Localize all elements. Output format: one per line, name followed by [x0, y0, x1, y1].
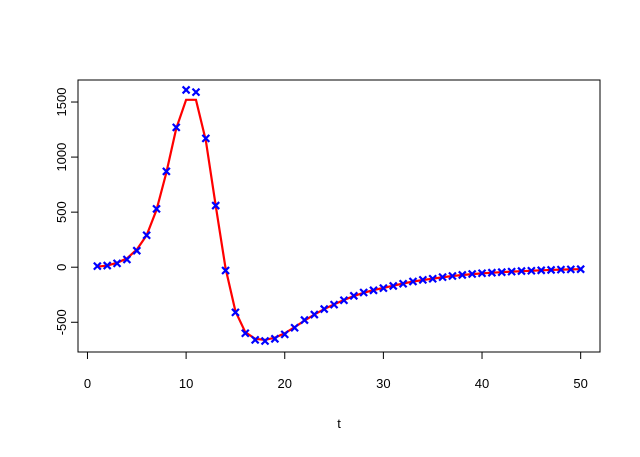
- point: [162, 167, 171, 176]
- point: [438, 272, 447, 282]
- point: [359, 288, 368, 297]
- point: [132, 246, 142, 255]
- point: [517, 266, 526, 276]
- point: [507, 267, 516, 276]
- point: [191, 87, 201, 97]
- point: [310, 310, 319, 319]
- point: [477, 268, 487, 278]
- point: [448, 271, 457, 281]
- point: [250, 335, 260, 345]
- plot-box: [77, 79, 601, 353]
- x-tick-label: 40: [475, 376, 489, 391]
- point: [329, 300, 339, 309]
- y-tick-label: 1000: [54, 143, 69, 172]
- point: [270, 334, 280, 344]
- point: [408, 277, 418, 286]
- point: [467, 269, 477, 279]
- y-tick-label: 1500: [54, 88, 69, 117]
- point: [102, 261, 112, 270]
- x-tick-label: 10: [179, 376, 193, 391]
- point: [369, 286, 378, 295]
- point: [122, 255, 132, 264]
- x-tick-label: 0: [84, 376, 91, 391]
- point: [152, 204, 161, 214]
- point: [300, 315, 309, 325]
- point: [398, 279, 408, 289]
- point: [339, 295, 349, 305]
- point: [93, 261, 102, 271]
- point: [379, 283, 388, 293]
- point: [428, 274, 437, 284]
- line: [97, 98, 581, 342]
- point: [527, 266, 536, 276]
- y-tick-label: 0: [54, 264, 69, 271]
- point: [260, 336, 270, 346]
- point: [112, 259, 122, 268]
- point: [201, 134, 211, 143]
- point: [231, 308, 240, 317]
- point: [388, 281, 398, 291]
- point: [349, 291, 359, 301]
- point: [566, 265, 576, 274]
- point: [290, 323, 299, 333]
- point: [458, 270, 467, 280]
- y-tick-label: 500: [54, 201, 69, 223]
- point: [171, 123, 181, 132]
- point: [487, 268, 497, 277]
- point: [181, 85, 191, 95]
- point: [497, 267, 507, 277]
- point: [418, 275, 428, 285]
- x-tick-label: 50: [573, 376, 587, 391]
- x-tick-label: 30: [376, 376, 390, 391]
- point: [556, 265, 566, 274]
- point: [280, 330, 290, 339]
- x-axis-label: t: [337, 416, 341, 431]
- point: [546, 265, 556, 275]
- point: [536, 266, 546, 275]
- point: [319, 304, 329, 314]
- point: [221, 266, 230, 275]
- x-tick-label: 20: [278, 376, 292, 391]
- y-tick-label: -500: [54, 309, 69, 335]
- point: [241, 329, 250, 338]
- point: [211, 201, 220, 210]
- point: [142, 230, 151, 240]
- point: [576, 264, 585, 274]
